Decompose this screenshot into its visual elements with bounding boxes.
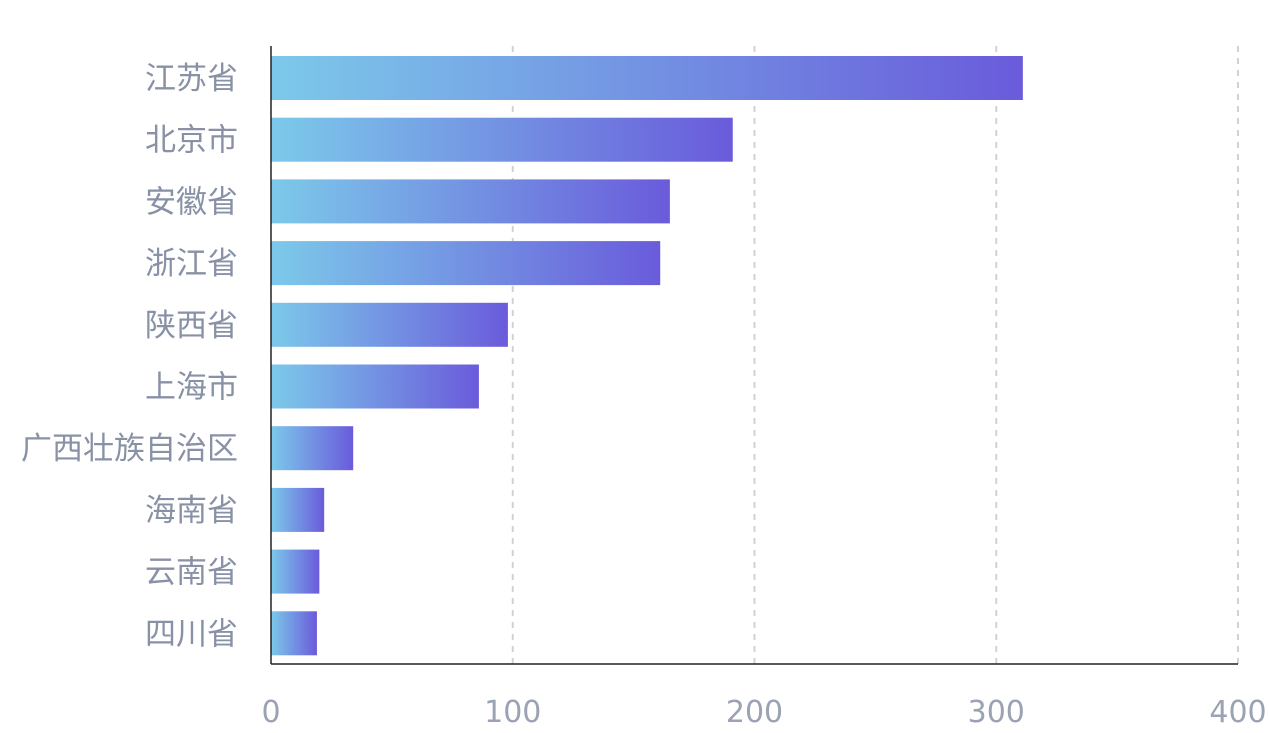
bar-layer xyxy=(271,56,1023,656)
x-tick-label-0: 0 xyxy=(261,695,280,730)
category-label-1: 北京市 xyxy=(145,123,238,159)
bar-1 xyxy=(271,117,733,162)
x-tick-label-300: 300 xyxy=(968,695,1025,730)
x-tick-label-200: 200 xyxy=(726,695,783,730)
axis-layer xyxy=(270,46,1238,665)
bar-5 xyxy=(271,364,479,409)
category-label-0: 江苏省 xyxy=(145,61,238,97)
category-label-8: 云南省 xyxy=(145,555,238,591)
bar-9 xyxy=(271,611,317,656)
bar-3 xyxy=(271,241,661,286)
tick-labels: 0 100 200 300 400 xyxy=(261,695,1266,730)
x-tick-label-100: 100 xyxy=(484,695,541,730)
bar-0 xyxy=(271,56,1023,100)
category-label-5: 上海市 xyxy=(145,370,238,406)
category-label-7: 海南省 xyxy=(145,493,238,529)
category-label-6: 广西壮族自治区 xyxy=(21,431,238,467)
bar-6 xyxy=(271,426,354,471)
x-tick-label-400: 400 xyxy=(1209,695,1266,730)
category-label-3: 浙江省 xyxy=(145,246,238,282)
category-label-2: 安徽省 xyxy=(145,184,238,220)
category-label-4: 陕西省 xyxy=(145,308,238,344)
bar-2 xyxy=(271,179,670,224)
category-label-9: 四川省 xyxy=(145,616,238,652)
bar-7 xyxy=(271,487,325,532)
bar-8 xyxy=(271,549,320,594)
bar-4 xyxy=(271,302,508,347)
